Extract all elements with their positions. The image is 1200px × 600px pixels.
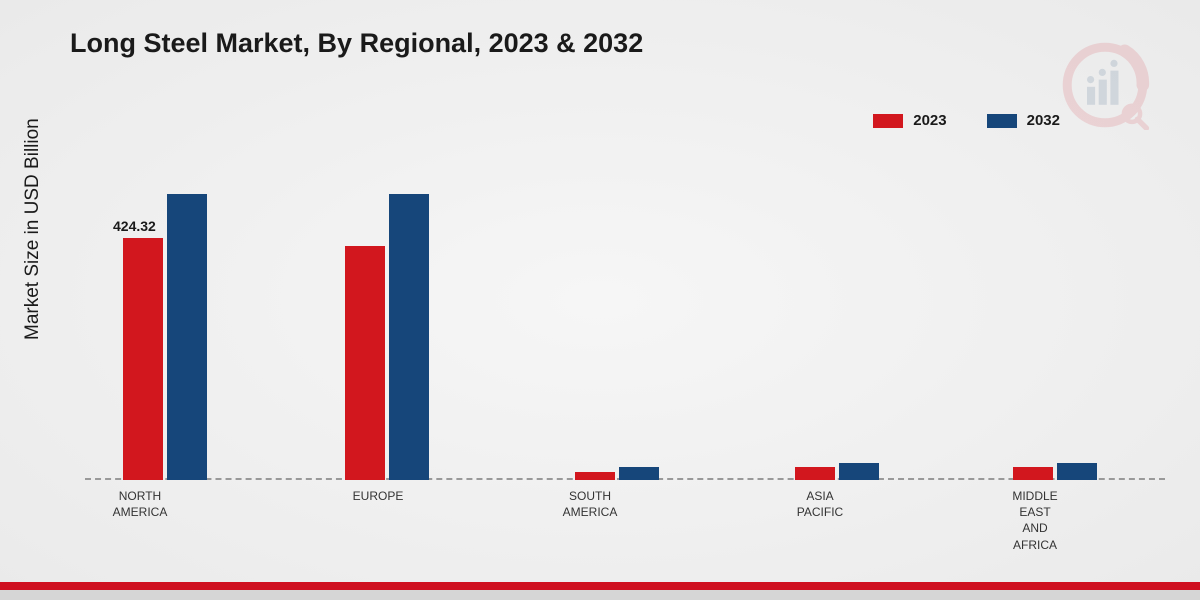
legend-item-2032: 2032 xyxy=(987,112,1060,129)
bar-group xyxy=(575,467,659,480)
x-axis-label: SOUTH AMERICA xyxy=(563,488,618,520)
x-axis-label: ASIA PACIFIC xyxy=(797,488,843,520)
legend-label-2032: 2032 xyxy=(1027,112,1060,129)
bar-group xyxy=(1013,463,1097,480)
footer-base-bar xyxy=(0,590,1200,600)
bar-group xyxy=(345,194,429,480)
legend-swatch-2023 xyxy=(873,114,903,128)
bar-value-label: 424.32 xyxy=(113,218,156,234)
x-axis-label: EUROPE xyxy=(353,488,404,504)
legend-swatch-2032 xyxy=(987,114,1017,128)
legend-label-2023: 2023 xyxy=(913,112,946,129)
brand-logo xyxy=(1060,40,1150,130)
legend: 2023 2032 xyxy=(873,112,1060,129)
bar-2023 xyxy=(123,238,163,480)
plot-area: 424.32 xyxy=(85,160,1165,480)
bar-group: 424.32 xyxy=(123,194,207,480)
bar-group xyxy=(795,463,879,480)
bar-2032 xyxy=(389,194,429,480)
footer-accent-bar xyxy=(0,582,1200,590)
chart-title: Long Steel Market, By Regional, 2023 & 2… xyxy=(70,28,643,59)
x-axis-label: MIDDLE EAST AND AFRICA xyxy=(1012,488,1057,553)
bar-2023 xyxy=(1013,467,1053,480)
bar-2023 xyxy=(345,246,385,480)
bar-2023 xyxy=(795,467,835,480)
x-axis-label: NORTH AMERICA xyxy=(113,488,168,520)
bar-2032 xyxy=(839,463,879,480)
bar-2032 xyxy=(167,194,207,480)
y-axis-label: Market Size in USD Billion xyxy=(22,118,44,340)
bar-2032 xyxy=(1057,463,1097,480)
bar-2032 xyxy=(619,467,659,480)
bar-2023 xyxy=(575,472,615,480)
legend-item-2023: 2023 xyxy=(873,112,946,129)
